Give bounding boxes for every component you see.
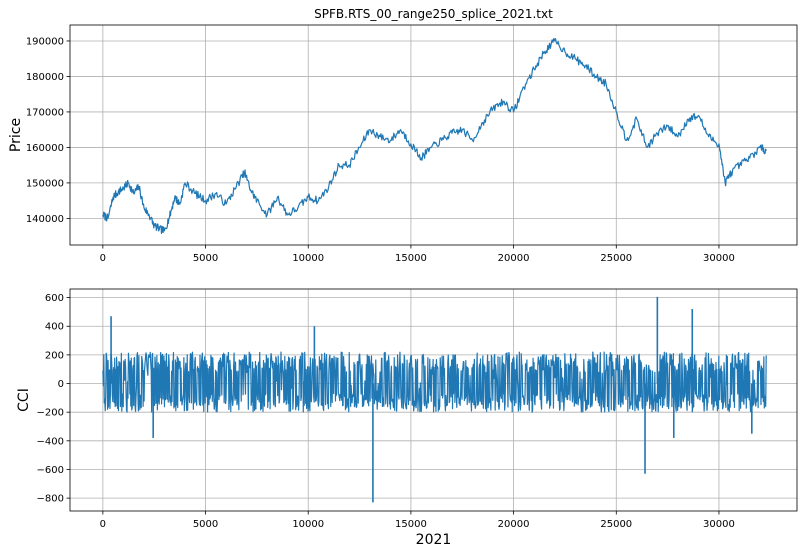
y-tick-label: −600 xyxy=(37,465,64,476)
x-tick-label: 5000 xyxy=(193,519,218,530)
x-tick-label: 25000 xyxy=(600,253,632,264)
y-tick-label: 140000 xyxy=(26,214,64,225)
y-tick-label: 200 xyxy=(45,350,64,361)
cci-panel: 0 5000 10000 15000 20000 25000 30000 −800 −600 −4… xyxy=(16,288,798,548)
y-tick-label: 180000 xyxy=(26,72,64,83)
x-tick-label: 0 xyxy=(100,253,106,264)
y-tick-label: 160000 xyxy=(26,143,64,154)
y-tick-label: −200 xyxy=(37,408,64,419)
price-series-line xyxy=(102,37,767,235)
cci-series-line xyxy=(102,351,767,413)
y-tick-label: 400 xyxy=(45,322,64,333)
y-tick-label: −800 xyxy=(37,494,64,505)
y-tick-label: 150000 xyxy=(26,178,64,189)
x-tick-label: 15000 xyxy=(395,519,427,530)
x-tick-label: 10000 xyxy=(292,253,324,264)
y-tick-label: 190000 xyxy=(26,36,64,47)
x-tick-label: 30000 xyxy=(703,253,735,264)
chart-title: SPFB.RTS_00_range250_splice_2021.txt xyxy=(314,7,553,21)
x-axis-label: 2021 xyxy=(416,532,452,548)
x-tick-label: 20000 xyxy=(498,519,530,530)
y-tick-label: 600 xyxy=(45,293,64,304)
x-tick-label: 25000 xyxy=(600,519,632,530)
y-axis-label: CCI xyxy=(16,388,32,412)
y-tick-label: 170000 xyxy=(26,107,64,118)
x-tick-label: 20000 xyxy=(498,253,530,264)
axes-frame xyxy=(69,288,798,512)
axes-frame xyxy=(69,24,798,246)
x-tick-label: 5000 xyxy=(193,253,218,264)
x-tick-label: 15000 xyxy=(395,253,427,264)
price-panel: 0 5000 10000 15000 20000 25000 30000 140000 1500… xyxy=(8,7,798,264)
y-tick-label: 0 xyxy=(58,379,64,390)
x-tick-label: 0 xyxy=(100,519,106,530)
y-axis-label: Price xyxy=(8,118,24,152)
y-tick-label: −400 xyxy=(37,436,64,447)
x-tick-label: 30000 xyxy=(703,519,735,530)
x-tick-label: 10000 xyxy=(292,519,324,530)
